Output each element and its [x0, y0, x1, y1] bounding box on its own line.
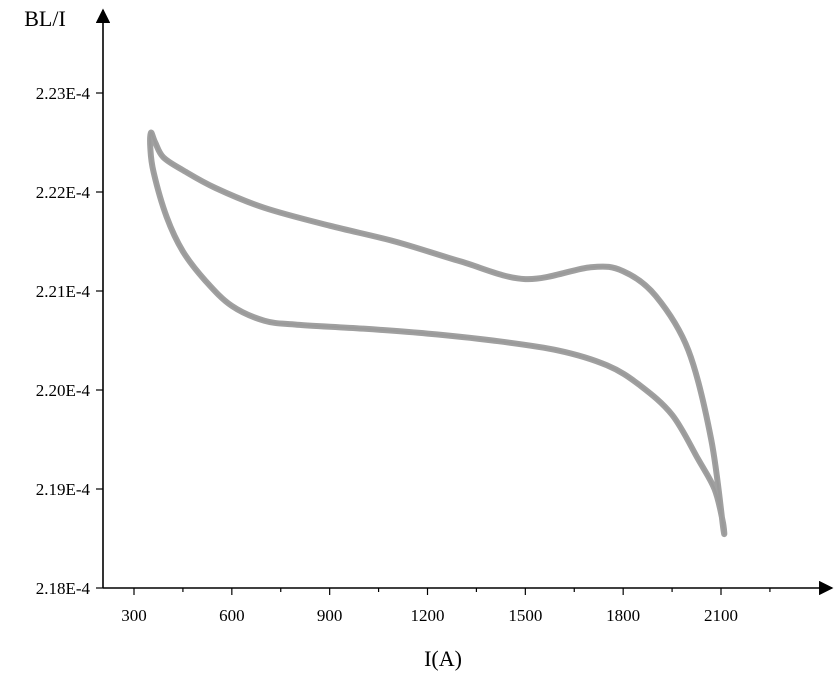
x-tick-label: 900 [317, 606, 343, 625]
y-axis-title: BL/I [24, 6, 66, 31]
y-tick-label: 2.20E-4 [36, 381, 91, 400]
y-tick-label: 2.19E-4 [36, 480, 91, 499]
hysteresis-loop-band [147, 129, 728, 537]
x-tick-label: 1200 [411, 606, 445, 625]
y-tick-label: 2.22E-4 [36, 183, 91, 202]
y-tick-label: 2.21E-4 [36, 282, 91, 301]
x-tick-label: 2100 [704, 606, 738, 625]
hysteresis-loop-line [149, 131, 726, 536]
y-tick-label: 2.23E-4 [36, 84, 91, 103]
series-layer [147, 129, 728, 537]
x-tick-label: 1500 [508, 606, 542, 625]
y-axis-ticks: 2.18E-4 2.19E-4 2.20E-4 2.21E-4 2.22E-4 2.23E… [36, 84, 103, 598]
y-tick-label: 2.18E-4 [36, 579, 91, 598]
x-tick-label: 1800 [606, 606, 640, 625]
x-tick-label: 300 [121, 606, 147, 625]
x-tick-label: 600 [219, 606, 245, 625]
x-axis-ticks: 300 600 900 1200 1500 1800 2100 [121, 588, 771, 625]
x-axis-title: I(A) [424, 646, 462, 671]
